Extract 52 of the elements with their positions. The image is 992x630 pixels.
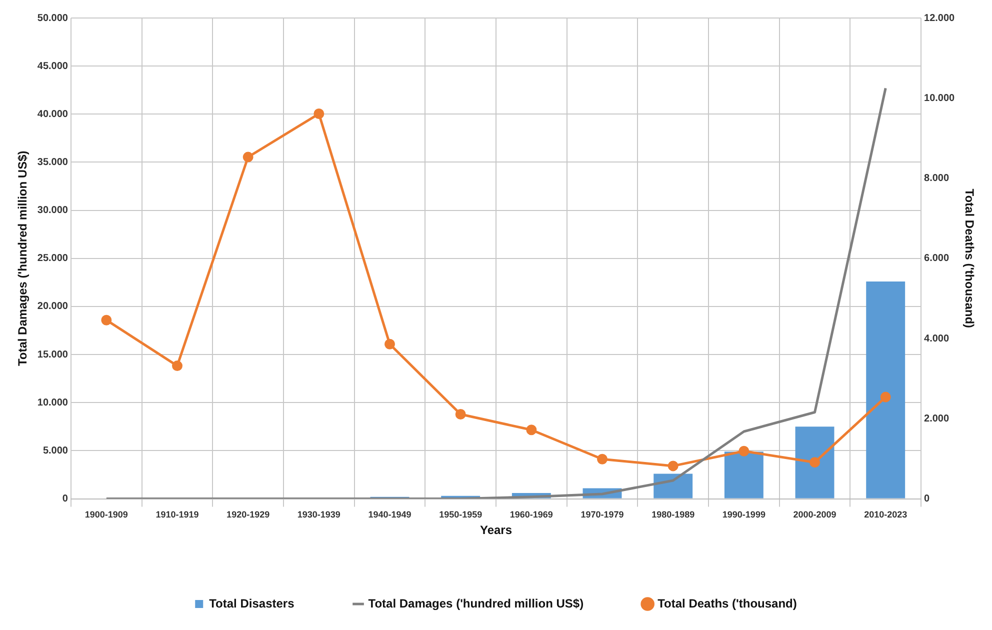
point xyxy=(314,108,324,120)
x-tick-label: 1950-1959 xyxy=(439,510,482,520)
bar xyxy=(654,474,693,498)
legend-label: Total Disasters xyxy=(209,596,295,610)
x-tick-label: 1960-1969 xyxy=(510,510,553,520)
y2-tick-label: 12.000 xyxy=(924,12,956,24)
y-tick-label: 10.000 xyxy=(37,397,68,408)
x-tick-label: 1980-1989 xyxy=(652,510,695,520)
point xyxy=(597,454,608,464)
y2-tick-label: 6.000 xyxy=(924,253,950,264)
point xyxy=(810,457,820,468)
x-tick-label: 1940-1949 xyxy=(368,510,412,520)
x-tick-label: 1990-1999 xyxy=(722,510,766,520)
x-tick-label: 1970-1979 xyxy=(580,510,624,520)
y2-tick-label: 10.000 xyxy=(924,92,956,104)
y-axis-title: Total Damages ('hundred million US$) xyxy=(16,150,30,366)
y-tick-label: 40.000 xyxy=(37,108,68,120)
y2-tick-label: 2.000 xyxy=(924,413,950,424)
bar xyxy=(795,426,834,498)
point xyxy=(526,424,537,436)
y2-tick-label: 4.000 xyxy=(924,333,950,344)
point xyxy=(101,314,112,326)
y-tick-label: 35.000 xyxy=(37,156,68,168)
y-tick-label: 30.000 xyxy=(37,205,68,216)
point xyxy=(738,446,750,456)
point xyxy=(384,338,395,350)
point xyxy=(172,360,182,372)
x-tick-label: 2010-2023 xyxy=(864,510,908,520)
legend-label: Total Deaths ('thousand) xyxy=(658,596,797,610)
x-tick-label: 2000-2009 xyxy=(793,510,836,520)
x-axis-title: Years xyxy=(480,523,512,538)
x-tick-label: 1900-1909 xyxy=(84,510,128,520)
y-tick-label: 5.000 xyxy=(42,445,68,456)
y-tick-label: 25.000 xyxy=(37,253,68,264)
y-tick-label: 0 xyxy=(62,494,68,505)
point xyxy=(880,392,891,402)
point xyxy=(455,409,466,420)
bar xyxy=(866,281,906,498)
bar xyxy=(724,452,764,498)
legend-label: Total Damages ('hundred million US$) xyxy=(368,596,584,610)
x-tick-label: 1920-1929 xyxy=(226,510,270,520)
y2-axis-title: Total Deaths ('thousand) xyxy=(962,188,976,328)
y2-tick-label: 0 xyxy=(924,494,930,505)
y2-tick-label: 8.000 xyxy=(924,173,950,184)
x-tick-label: 1930-1939 xyxy=(297,510,340,520)
y-tick-label: 20.000 xyxy=(37,301,68,312)
y-tick-label: 45.000 xyxy=(37,60,68,72)
y-tick-label: 50.000 xyxy=(37,12,68,24)
point xyxy=(242,152,254,162)
point xyxy=(668,460,678,472)
y-tick-label: 15.000 xyxy=(37,349,68,360)
x-tick-label: 1910-1919 xyxy=(156,510,199,520)
